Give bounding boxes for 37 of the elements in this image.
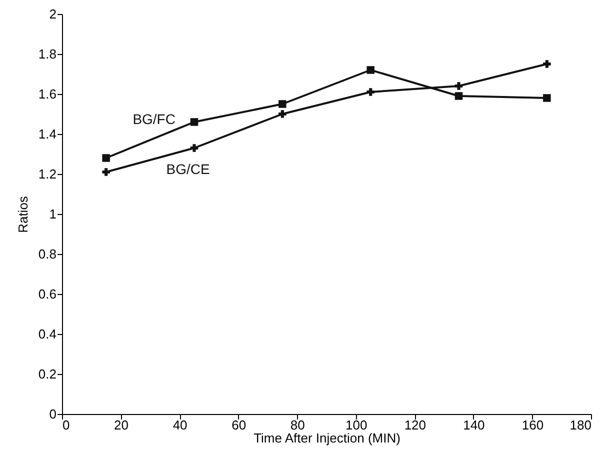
y-tick-label: 0 [49,406,56,422]
point [543,94,551,102]
point [278,110,286,118]
series-label: BG/CE [166,161,210,177]
point [102,154,110,162]
y-tick-label: 0.4 [38,326,56,342]
x-tick-label: 40 [172,418,188,432]
y-tick-label: 1.8 [38,46,56,62]
point [454,82,463,90]
point [278,100,286,108]
y-tick-label: 0.6 [38,286,56,302]
x-tick-label: 100 [346,418,368,432]
point [543,60,551,68]
x-tick-label: 60 [232,418,246,432]
x-tick-label: 180 [570,418,592,432]
y-tick-label: 1.2 [38,166,56,182]
series-label: BG/FC [132,111,176,127]
y-tick-label: 1.4 [38,126,56,142]
point [366,66,374,74]
y-tick-label: 1.6 [38,86,56,102]
x-tick-label: 120 [404,418,426,432]
x-tick-label: 20 [114,418,129,432]
x-tick-label: 160 [522,418,544,432]
point [102,168,110,176]
point [366,88,374,96]
x-tick-label: 0 [62,418,70,432]
x-tick-label: 80 [290,418,305,432]
y-tick-label: 1 [49,206,56,222]
y-tick-label: 0.8 [38,246,56,262]
point [190,118,198,126]
y-tick-label: 2 [49,6,56,22]
y-tick-label: 0.2 [38,366,56,382]
x-tick-label: 140 [463,418,485,432]
y-axis-title: Ratios [15,196,30,233]
point [190,144,198,152]
x-axis-title: Time After Injection (MIN) [254,430,400,446]
point [454,92,463,100]
